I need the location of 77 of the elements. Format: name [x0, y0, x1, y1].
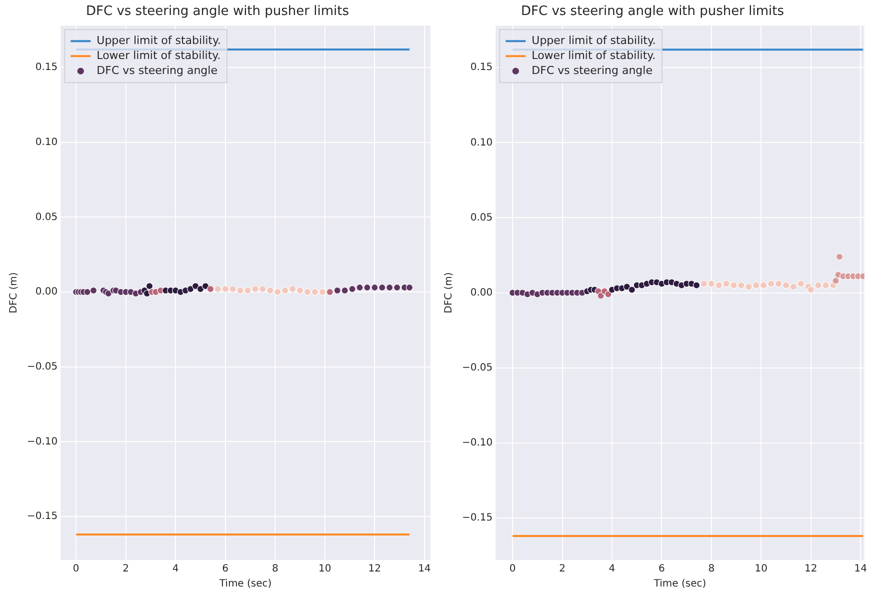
y-tick-label: 0.00 [470, 287, 493, 298]
legend-label: Upper limit of stability. [532, 34, 656, 47]
y-tick-label: 0.15 [35, 62, 58, 74]
y-tick-label: 0.05 [35, 212, 58, 223]
x-tick-label: 14 [418, 564, 431, 575]
legend-label: Lower limit of stability. [532, 48, 656, 62]
point [192, 282, 200, 290]
y-tick-label: −0.15 [462, 512, 493, 524]
x-tick-label: 0 [509, 564, 516, 575]
point [202, 282, 210, 290]
x-tick-label: 10 [754, 564, 768, 575]
point [274, 288, 282, 296]
x-tick-label: 14 [854, 564, 867, 575]
x-tick-label: 6 [658, 564, 665, 575]
x-tick-label: 12 [368, 564, 382, 575]
x-tick-label: 8 [708, 564, 715, 575]
chart-title: DFC vs steering angle with pusher limits [520, 4, 784, 20]
point [334, 286, 341, 294]
point [406, 284, 414, 292]
legend-label: DFC vs steering angle [96, 64, 218, 77]
y-tick-label: 0.10 [470, 137, 493, 148]
y-tick-label: 0.15 [470, 62, 493, 74]
x-tick-label: 10 [318, 564, 332, 575]
point [186, 285, 194, 293]
x-tick-label: 8 [272, 564, 278, 575]
point [266, 286, 274, 294]
x-tick-label: 12 [804, 564, 818, 575]
y-tick-label: −0.05 [26, 361, 58, 372]
y-axis-title: DFC (m) [8, 272, 20, 314]
x-tick-label: 0 [72, 564, 80, 575]
y-tick-label: −0.10 [462, 438, 493, 449]
point [386, 284, 394, 292]
x-tick-label: 4 [608, 564, 616, 575]
point [229, 285, 236, 293]
point [364, 284, 371, 292]
point [259, 285, 266, 293]
point [288, 285, 296, 293]
x-axis-title: Time (sec) [652, 578, 706, 590]
point [222, 285, 229, 293]
point [236, 286, 244, 294]
point [393, 284, 401, 292]
y-tick-label: 0.05 [470, 212, 493, 224]
point [348, 285, 356, 293]
point [281, 286, 289, 294]
point [378, 284, 386, 292]
y-tick-label: 0.00 [35, 286, 58, 298]
point [356, 284, 364, 292]
point [206, 285, 214, 293]
point [341, 286, 348, 294]
y-tick-label: −0.10 [26, 436, 58, 448]
point [196, 285, 204, 293]
point [252, 285, 259, 293]
x-tick-label: 2 [122, 564, 130, 575]
legend-label: Lower limit of stability. [96, 48, 221, 62]
x-tick-label: 2 [559, 564, 566, 575]
y-tick-label: 0.10 [35, 136, 58, 148]
point [146, 282, 154, 290]
y-tick-label: −0.15 [26, 511, 58, 522]
point [371, 284, 378, 292]
legend-label: DFC vs steering angle [532, 64, 653, 77]
x-tick-label: 6 [222, 564, 229, 575]
point [304, 288, 312, 296]
point [318, 288, 326, 296]
chart-title: DFC vs steering angle with pusher limits [86, 4, 350, 20]
x-tick-label: 4 [172, 564, 179, 575]
point [326, 288, 334, 296]
point [90, 286, 98, 294]
point [84, 288, 91, 296]
point [104, 290, 112, 298]
y-tick-label: −0.05 [462, 362, 493, 374]
y-axis-title: DFC (m) [444, 272, 455, 314]
x-axis-title: Time (sec) [218, 578, 272, 590]
point [311, 288, 319, 296]
legend-label: Upper limit of stability. [96, 34, 221, 47]
point [296, 286, 304, 294]
point [214, 285, 222, 293]
point [244, 286, 252, 294]
